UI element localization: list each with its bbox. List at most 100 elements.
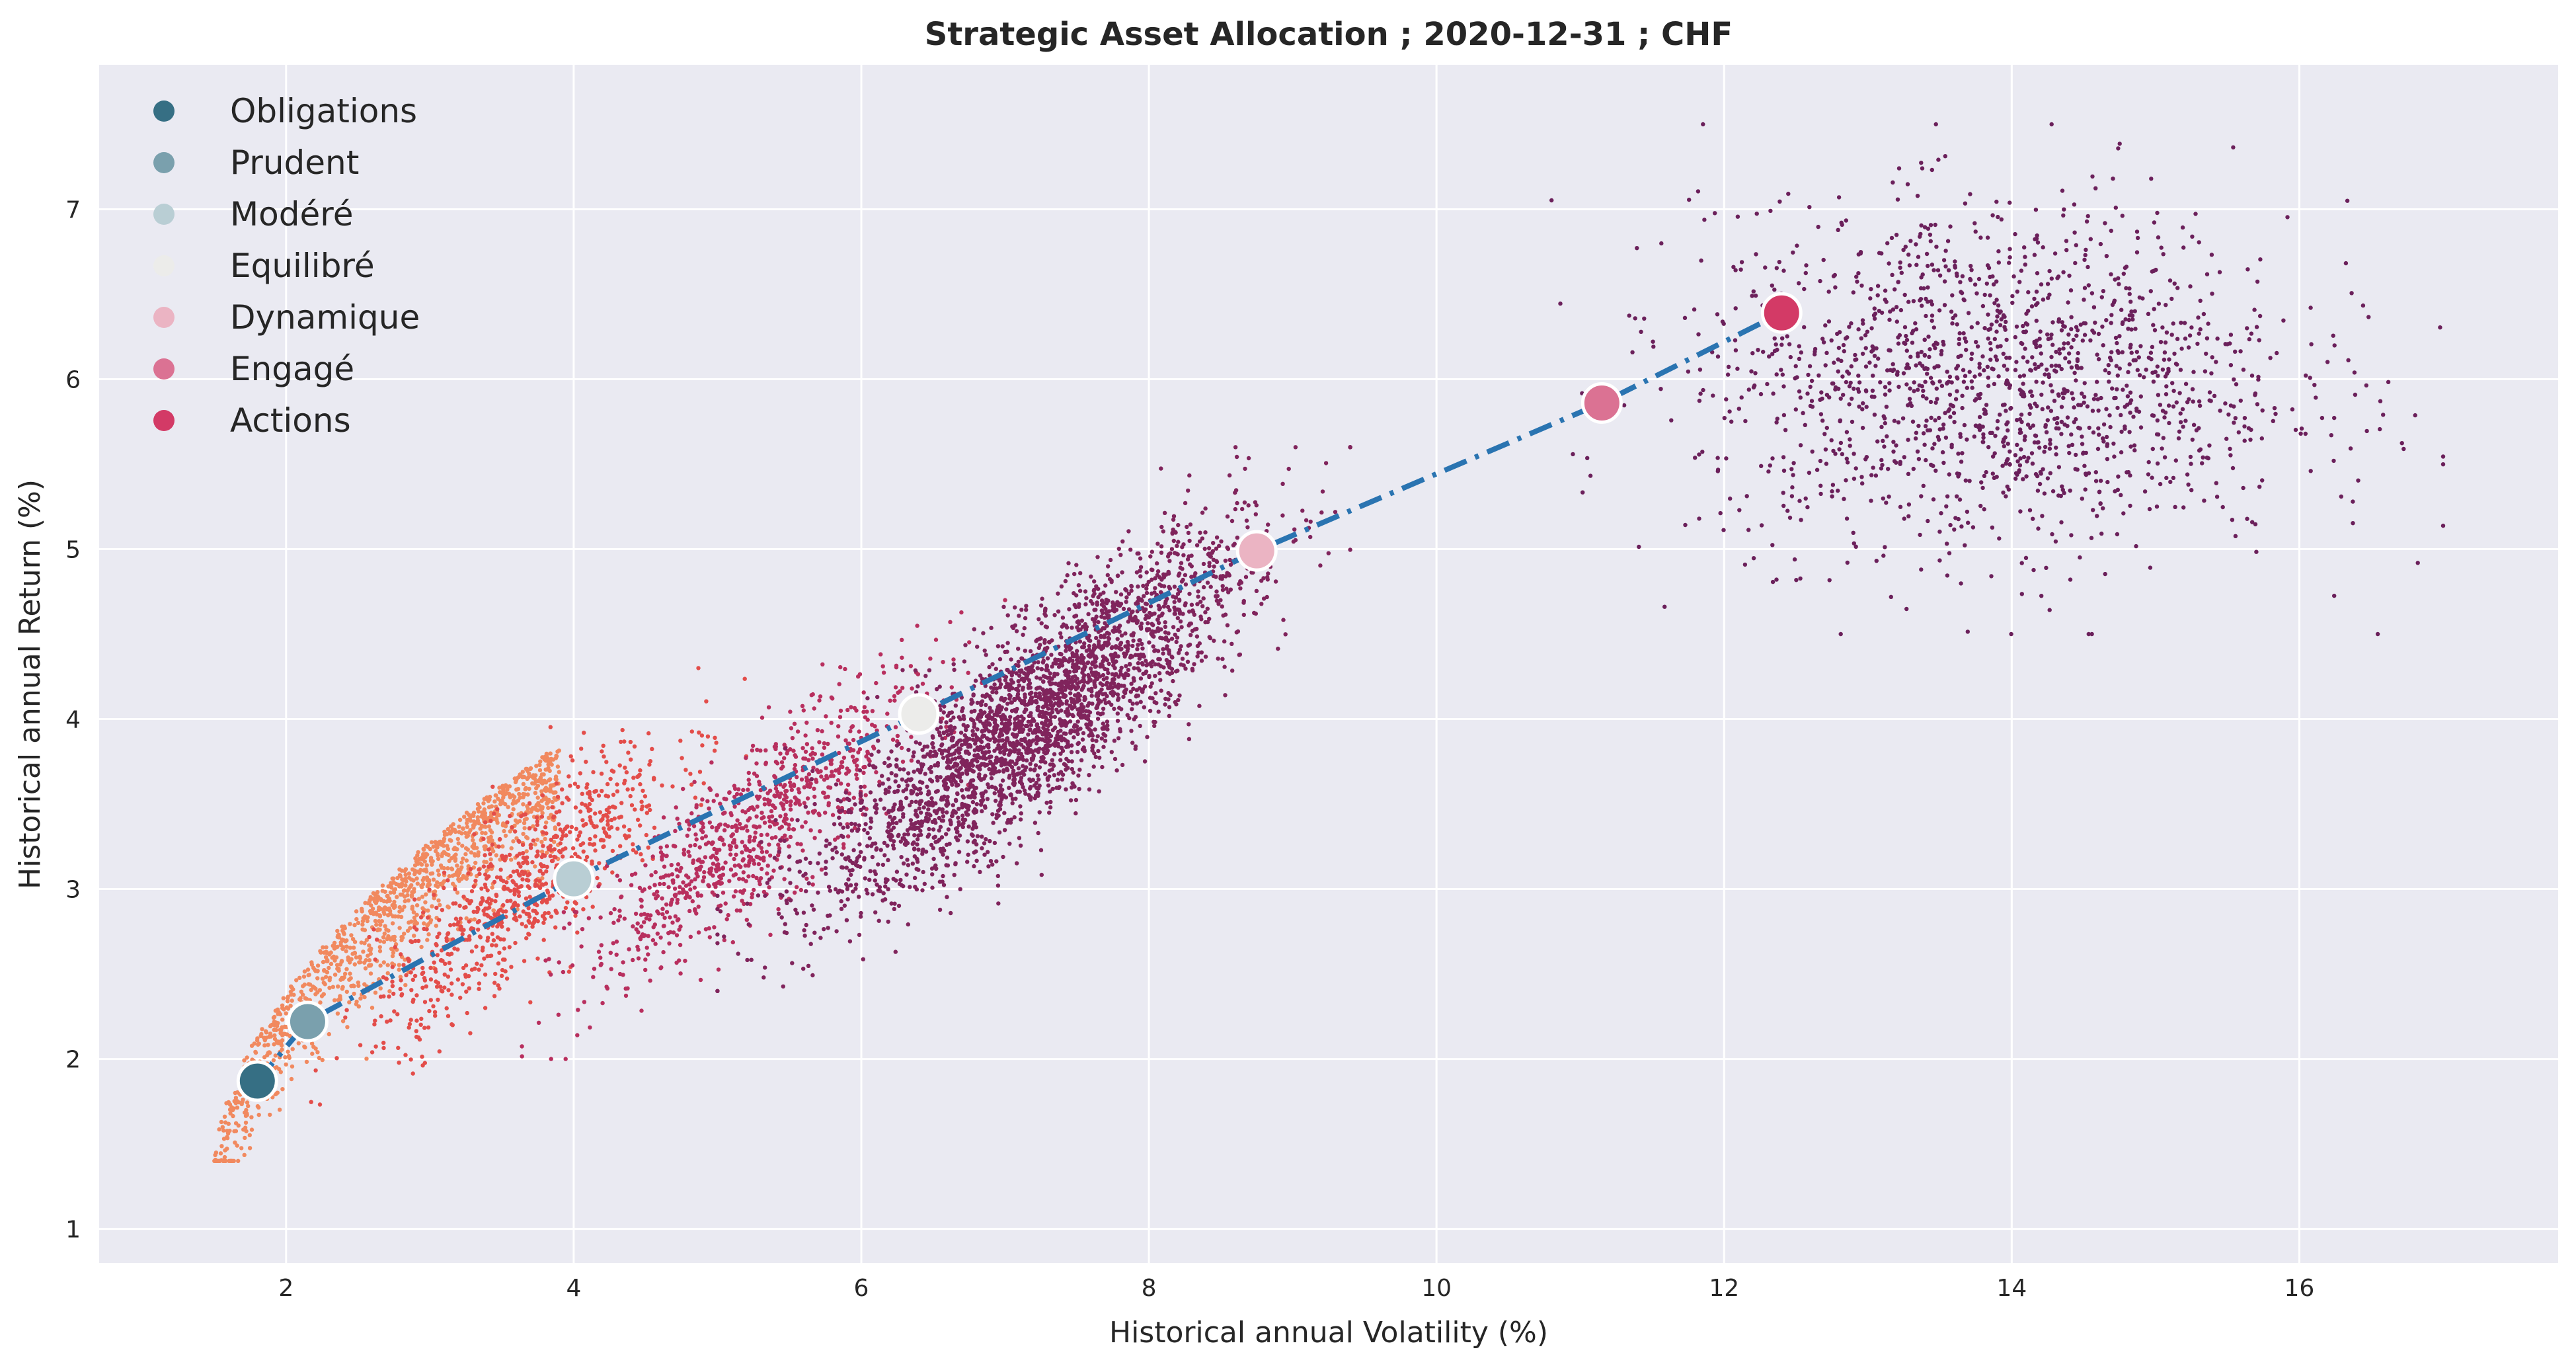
portfolio-point (456, 977, 460, 981)
portfolio-point (518, 914, 522, 918)
portfolio-point (888, 763, 892, 767)
portfolio-point (414, 1018, 418, 1022)
portfolio-point (506, 887, 510, 891)
portfolio-point (873, 869, 877, 873)
portfolio-point (325, 958, 329, 962)
portfolio-point (884, 787, 888, 791)
portfolio-point (1140, 642, 1144, 646)
portfolio-point (762, 890, 766, 894)
portfolio-point (464, 990, 468, 994)
portfolio-point (420, 986, 424, 990)
portfolio-point (1076, 719, 1080, 723)
portfolio-point (623, 766, 627, 770)
portfolio-point (588, 815, 592, 819)
portfolio-point (1209, 585, 1213, 588)
portfolio-point (386, 963, 390, 967)
portfolio-point (422, 921, 426, 925)
portfolio-point (448, 874, 451, 878)
portfolio-point (378, 923, 382, 927)
portfolio-point (340, 985, 344, 989)
portfolio-point (260, 1027, 264, 1031)
portfolio-point (927, 668, 931, 672)
portfolio-point (641, 805, 644, 809)
portfolio-point (1221, 588, 1225, 592)
portfolio-point (785, 751, 789, 755)
portfolio-point (597, 949, 601, 953)
portfolio-point (741, 877, 745, 881)
portfolio-point (392, 1009, 396, 1013)
portfolio-point (661, 853, 665, 857)
portfolio-point (322, 951, 326, 955)
portfolio-point (707, 786, 711, 790)
portfolio-point (639, 852, 643, 856)
portfolio-point (674, 914, 678, 918)
portfolio-point (1051, 704, 1055, 707)
portfolio-point (824, 844, 828, 848)
portfolio-point (989, 686, 993, 690)
portfolio-point (639, 937, 643, 941)
portfolio-point (495, 924, 499, 928)
portfolio-point (473, 822, 477, 826)
portfolio-point (442, 871, 446, 875)
portfolio-point (908, 778, 912, 782)
portfolio-point (810, 746, 814, 750)
portfolio-point (732, 795, 736, 799)
portfolio-point (619, 815, 623, 819)
portfolio-point (415, 903, 419, 907)
portfolio-point (340, 976, 344, 980)
portfolio-point (1161, 529, 1165, 533)
portfolio-point (490, 842, 494, 846)
portfolio-point (850, 828, 854, 832)
portfolio-point (825, 776, 829, 780)
portfolio-point (852, 796, 856, 800)
portfolio-point (668, 930, 672, 934)
portfolio-point (818, 694, 822, 698)
portfolio-point (273, 1037, 277, 1041)
portfolio-point (1138, 724, 1142, 728)
portfolio-point (867, 757, 871, 761)
portfolio-point (381, 1046, 385, 1050)
portfolio-point (783, 813, 787, 817)
portfolio-point (826, 795, 830, 799)
portfolio-point (851, 754, 855, 758)
portfolio-point (864, 793, 868, 797)
portfolio-point (660, 912, 664, 916)
portfolio-point (898, 878, 902, 882)
portfolio-point (541, 830, 545, 834)
portfolio-point (391, 951, 395, 955)
portfolio-point (240, 1102, 244, 1106)
portfolio-point (955, 762, 959, 766)
portfolio-point (420, 966, 424, 970)
portfolio-point (438, 1049, 442, 1053)
portfolio-point (1229, 563, 1233, 567)
portfolio-point (647, 803, 651, 807)
portfolio-point (369, 951, 373, 955)
portfolio-point (890, 771, 894, 775)
portfolio-point (517, 890, 521, 894)
portfolio-point (674, 805, 678, 809)
portfolio-point (255, 1038, 259, 1042)
portfolio-point (664, 854, 668, 858)
portfolio-point (1212, 639, 1216, 643)
portfolio-point (643, 794, 647, 798)
portfolio-point (414, 913, 418, 917)
portfolio-point (687, 854, 691, 858)
portfolio-point (492, 981, 496, 985)
portfolio-point (651, 854, 655, 858)
portfolio-point (828, 842, 832, 846)
portfolio-point (508, 899, 512, 903)
portfolio-point (1202, 562, 1206, 566)
portfolio-point (434, 924, 438, 928)
portfolio-point (863, 765, 867, 769)
portfolio-point (548, 777, 552, 781)
portfolio-point (399, 915, 403, 919)
portfolio-point (1200, 510, 1204, 514)
portfolio-point (865, 844, 869, 848)
portfolio-point (810, 756, 814, 760)
portfolio-point (397, 868, 401, 871)
portfolio-point (564, 833, 568, 837)
portfolio-point (521, 770, 525, 774)
portfolio-point (285, 1032, 289, 1036)
portfolio-point (812, 802, 816, 806)
portfolio-point (387, 907, 391, 910)
